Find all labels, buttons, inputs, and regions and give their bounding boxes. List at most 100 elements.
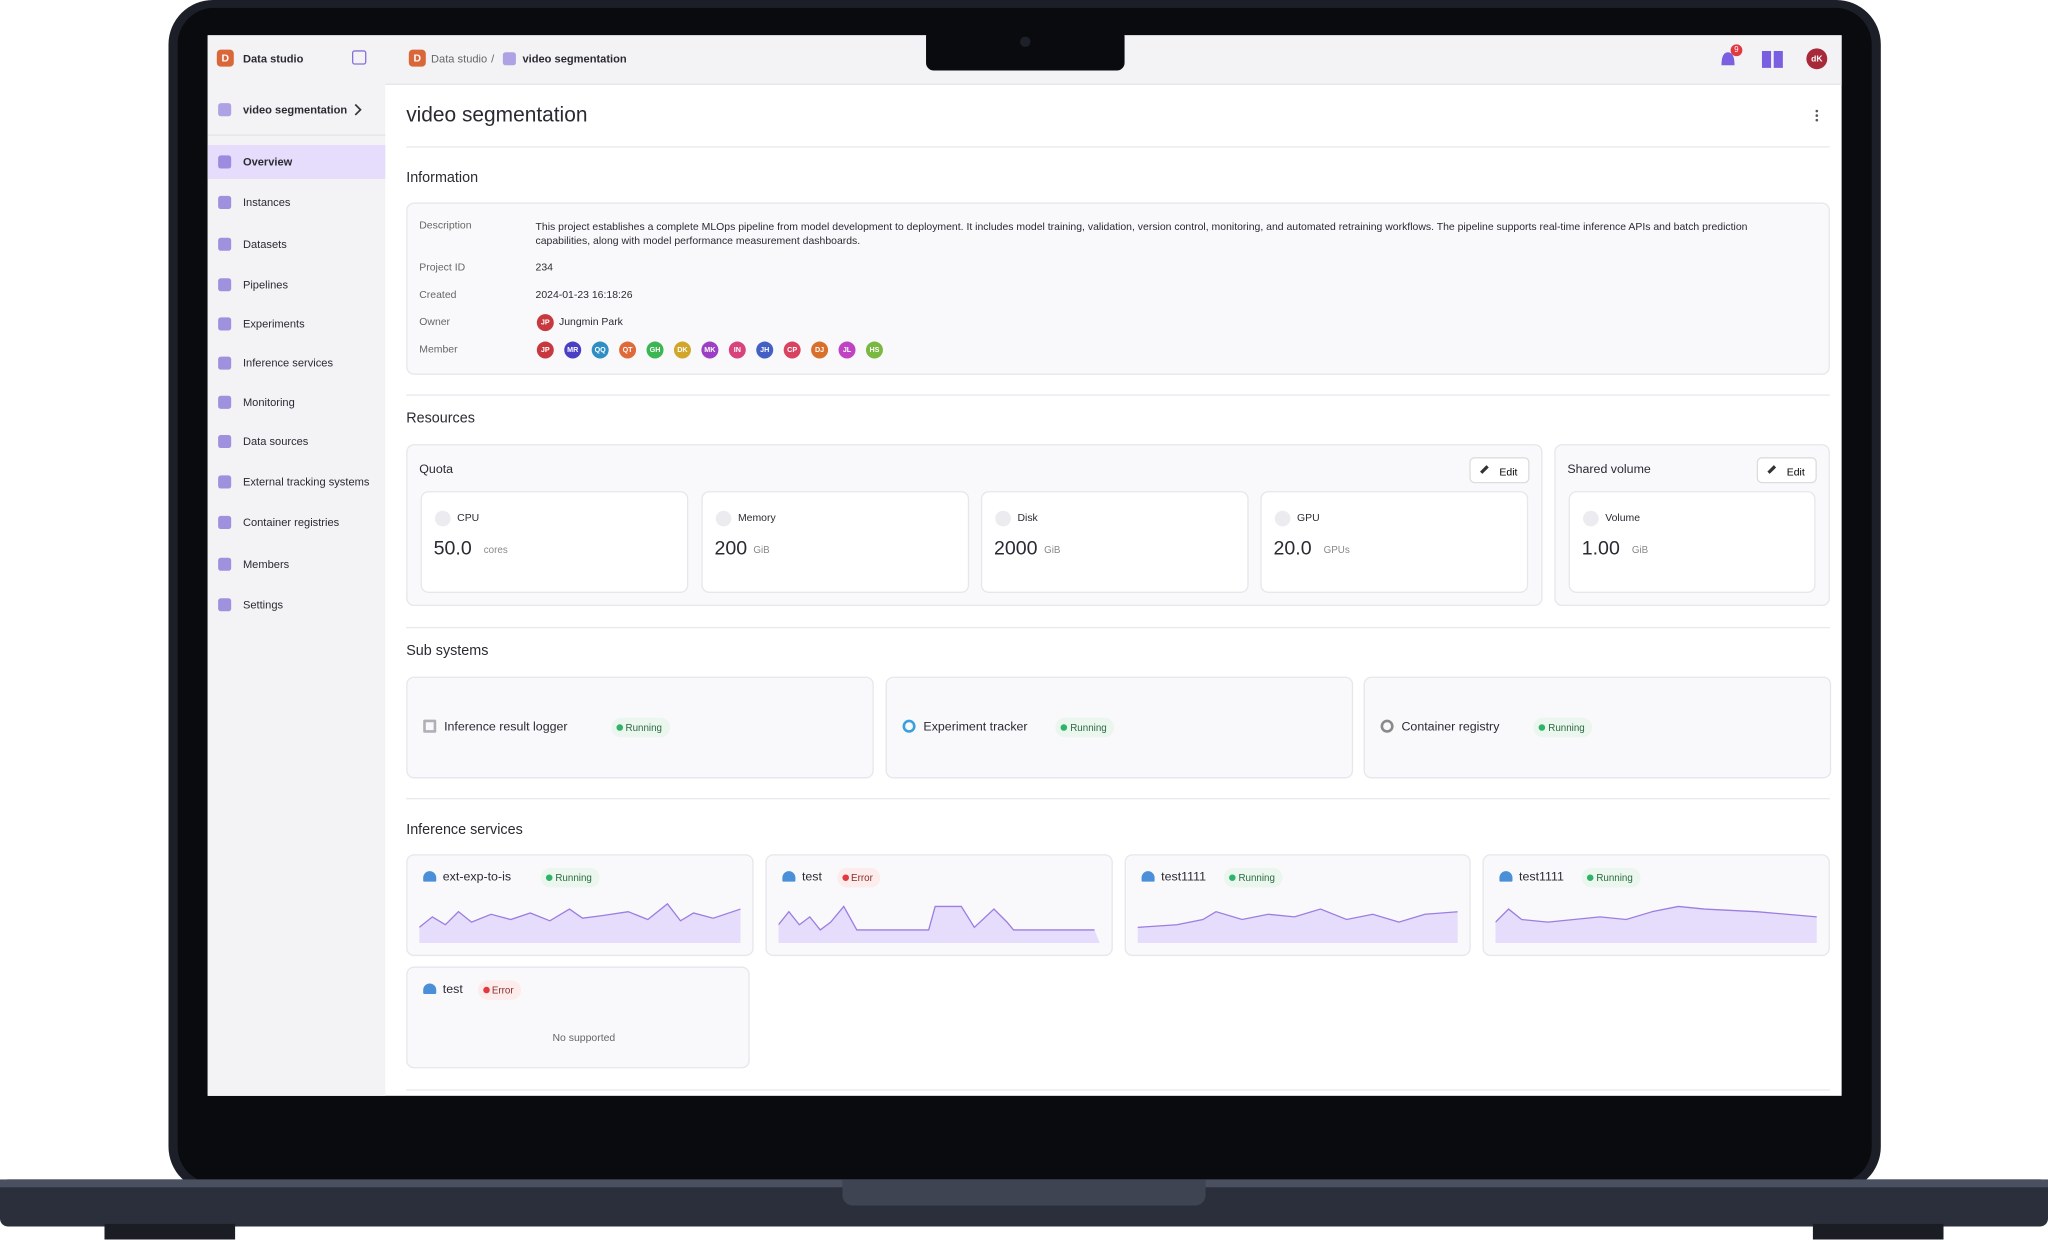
app-logo: D (216, 49, 234, 67)
status-badge: Running (1224, 867, 1283, 888)
edit-button[interactable]: Edit (1756, 457, 1817, 484)
breadcrumb-logo: D (408, 49, 426, 67)
status-badge: Running (611, 717, 670, 738)
resource-label: Disk (1017, 511, 1038, 524)
nav-item[interactable]: Pipelines (242, 277, 288, 291)
subsystem-name: Inference result logger (444, 719, 568, 735)
member-avatar[interactable]: JL (838, 341, 856, 359)
resource-icon (434, 510, 451, 527)
project-name[interactable]: video segmentation (242, 102, 348, 116)
inference-name: ext-exp-to-is (442, 870, 512, 885)
member-avatar[interactable]: DJ (811, 341, 829, 359)
resource-card (420, 491, 689, 593)
resource-icon (995, 510, 1011, 527)
section-title: Inference services (406, 822, 523, 838)
member-avatar[interactable]: MR (564, 341, 582, 359)
section-title: Sub systems (406, 643, 489, 659)
subsystem-icon (1380, 719, 1394, 733)
resource-card (980, 491, 1249, 593)
nav-item[interactable]: Experiments (242, 317, 305, 331)
info-label: Created (419, 288, 457, 301)
info-value: This project establishes a complete MLOp… (535, 220, 1748, 247)
resource-label: GPU (1296, 511, 1320, 524)
icon (218, 356, 232, 370)
nav-item[interactable]: Monitoring (242, 395, 295, 409)
resource-icon (1274, 510, 1291, 527)
box-title: Shared volume (1567, 462, 1651, 478)
nav-item[interactable]: Members (242, 557, 290, 571)
icon (218, 557, 232, 571)
icon (218, 237, 232, 251)
inference-icon (423, 983, 437, 994)
breadcrumb-root[interactable]: Data studio (431, 51, 488, 65)
page-title: video segmentation (406, 104, 588, 127)
member-avatar[interactable]: CP (783, 341, 801, 359)
nav-item[interactable]: Data sources (242, 434, 309, 448)
resource-value: 50.0 (433, 537, 472, 560)
sparkline (1495, 905, 1817, 944)
icon (218, 598, 232, 612)
status-badge: Error (477, 980, 522, 1000)
section-title: Resources (406, 410, 475, 427)
resource-unit: GPUs (1323, 543, 1350, 556)
resource-card (1568, 491, 1816, 593)
status-badge: Running (1533, 717, 1593, 738)
resource-card (1260, 491, 1529, 593)
info-label: Member (419, 343, 458, 356)
nav-item[interactable]: Overview (242, 155, 293, 169)
member-avatar[interactable]: GH (646, 341, 664, 359)
nav-item[interactable]: Container registries (242, 515, 340, 529)
resource-value: 20.0 (1273, 537, 1312, 560)
info-box (406, 202, 1830, 375)
nav-item[interactable]: Datasets (242, 237, 287, 251)
divider (406, 626, 1830, 629)
app-name: Data studio (242, 51, 304, 65)
inference-note: No supported (552, 1031, 616, 1044)
member-avatar[interactable]: HS (865, 341, 883, 359)
member-avatar[interactable]: JP (536, 341, 554, 359)
member-avatar[interactable]: QQ (591, 341, 609, 359)
edit-button[interactable]: Edit (1469, 457, 1530, 484)
notification-badge: 9 (1730, 44, 1743, 57)
icon (218, 317, 232, 331)
status-badge: Running (1055, 717, 1115, 738)
inference-name: test1111 (1161, 870, 1206, 885)
breadcrumb-separator: / (491, 51, 495, 65)
inference-name: test (801, 870, 822, 885)
subsystem-card[interactable] (1363, 676, 1832, 779)
member-avatar[interactable]: MK (701, 341, 719, 359)
resource-label: Memory (737, 511, 776, 524)
nav-item[interactable]: Inference services (242, 356, 334, 370)
divider (406, 798, 1830, 800)
resource-label: Volume (1605, 511, 1641, 524)
icon (218, 195, 232, 209)
icon (218, 515, 232, 529)
resource-value: 1.00 (1581, 537, 1620, 560)
member-avatar[interactable]: IN (728, 341, 746, 359)
sparkline (778, 905, 1100, 944)
nav-item[interactable]: External tracking systems (242, 475, 370, 489)
subsystem-name: Experiment tracker (923, 719, 1028, 735)
subsystem-card[interactable] (885, 676, 1354, 779)
icon (218, 103, 232, 117)
nav-item[interactable]: Instances (242, 195, 291, 209)
inference-card[interactable] (406, 966, 750, 1069)
icon (502, 52, 516, 66)
breadcrumb-current: video segmentation (522, 51, 627, 65)
nav-item[interactable]: Settings (242, 597, 284, 611)
member-avatar[interactable]: QT (619, 341, 637, 359)
inference-icon (423, 871, 437, 882)
info-label: Owner (419, 316, 451, 328)
resource-card (701, 491, 970, 593)
user-avatar[interactable]: dK (1806, 48, 1828, 70)
inference-icon (1499, 871, 1513, 882)
info-label: Project ID (419, 261, 466, 273)
status-badge: Running (1581, 867, 1641, 888)
member-avatar[interactable]: DK (673, 341, 691, 359)
divider (406, 394, 1830, 396)
inference-icon (1141, 871, 1155, 882)
resource-unit: GiB (753, 543, 770, 556)
member-avatar[interactable]: JH (756, 341, 774, 359)
